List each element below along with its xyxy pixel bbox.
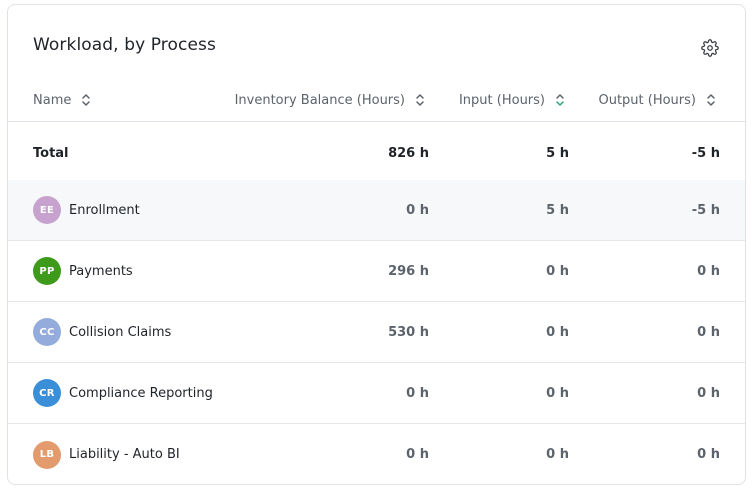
inventory-value: 530 h: [388, 324, 429, 340]
input-value: 0 h: [546, 324, 569, 340]
table-row[interactable]: EE Enrollment 0 h 5 h -5 h: [8, 180, 745, 241]
inventory-value: 296 h: [388, 263, 429, 279]
process-name: Payments: [69, 263, 133, 279]
table-header: Name Inventory Balance (Hours) Input (Ho…: [8, 85, 745, 122]
gear-icon[interactable]: [700, 38, 720, 58]
sort-descending-icon: [555, 93, 565, 107]
inventory-value: 0 h: [406, 447, 429, 462]
card-header: Workload, by Process: [8, 5, 745, 85]
column-header-input[interactable]: Input (Hours): [459, 89, 565, 111]
column-header-name[interactable]: Name: [33, 89, 91, 111]
input-value: 5 h: [546, 202, 569, 218]
workload-card: Workload, by Process Name Inventory Bala…: [7, 4, 746, 485]
sort-chevrons-icon: [706, 93, 716, 107]
input-value: 0 h: [546, 385, 569, 401]
total-output: -5 h: [691, 145, 720, 161]
table-row[interactable]: CC Collision Claims 530 h 0 h 0 h: [8, 302, 745, 363]
input-value: 0 h: [546, 447, 569, 462]
output-value: 0 h: [697, 385, 720, 401]
column-header-name-label: Name: [33, 92, 72, 108]
total-row: Total 826 h 5 h -5 h: [8, 123, 745, 184]
column-header-inventory[interactable]: Inventory Balance (Hours): [235, 89, 425, 111]
inventory-value: 0 h: [406, 202, 429, 218]
total-input: 5 h: [546, 145, 569, 161]
avatar: CC: [33, 318, 61, 346]
sort-chevrons-icon: [415, 93, 425, 107]
total-inventory: 826 h: [388, 145, 429, 161]
output-value: 0 h: [697, 324, 720, 340]
total-label: Total: [33, 145, 69, 161]
process-name: Enrollment: [69, 202, 140, 218]
avatar: CR: [33, 379, 61, 407]
card-title: Workload, by Process: [33, 35, 216, 55]
sort-chevrons-icon: [81, 93, 91, 107]
table-row[interactable]: PP Payments 296 h 0 h 0 h: [8, 241, 745, 302]
process-name: Liability - Auto BI: [69, 447, 180, 462]
avatar: EE: [33, 196, 61, 224]
table-row[interactable]: LB Liability - Auto BI 0 h 0 h 0 h: [8, 424, 745, 484]
output-value: -5 h: [691, 202, 720, 218]
output-value: 0 h: [697, 263, 720, 279]
avatar: LB: [33, 440, 61, 469]
column-header-inventory-label: Inventory Balance (Hours): [234, 92, 405, 108]
avatar: PP: [33, 257, 61, 285]
column-header-input-label: Input (Hours): [458, 92, 545, 108]
process-name: Compliance Reporting: [69, 385, 213, 401]
column-header-output-label: Output (Hours): [598, 92, 696, 108]
column-header-output[interactable]: Output (Hours): [598, 89, 716, 111]
process-name: Collision Claims: [69, 324, 172, 340]
output-value: 0 h: [697, 447, 720, 462]
inventory-value: 0 h: [406, 385, 429, 401]
input-value: 0 h: [546, 263, 569, 279]
table-row[interactable]: CR Compliance Reporting 0 h 0 h 0 h: [8, 363, 745, 424]
